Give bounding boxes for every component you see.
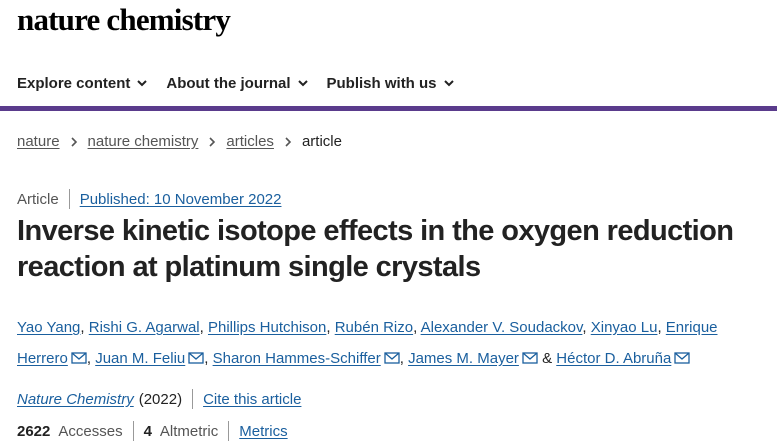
author-separator: ,	[326, 319, 335, 336]
email-icon[interactable]	[71, 352, 87, 364]
accesses-label: Accesses	[58, 422, 123, 440]
accesses-count: 2622	[17, 422, 51, 440]
email-icon[interactable]	[188, 352, 204, 364]
author-separator: &	[537, 350, 557, 367]
chevron-right-icon	[209, 136, 216, 147]
nav-item-label: About the journal	[166, 74, 291, 92]
author-link[interactable]: Yao Yang	[17, 319, 81, 336]
breadcrumb-nature-chemistry[interactable]: nature chemistry	[87, 133, 199, 150]
chevron-down-icon	[137, 80, 148, 87]
journal-link[interactable]: Nature Chemistry	[17, 390, 134, 408]
author-link[interactable]: Rubén Rizo	[334, 319, 414, 336]
article-metrics: 2622 Accesses 4 Altmetric Metrics	[17, 421, 288, 441]
author-separator: ,	[399, 350, 409, 367]
nav-explore-content[interactable]: Explore content	[17, 74, 148, 92]
article-meta: Article Published: 10 November 2022	[17, 189, 281, 209]
cite-this-article-link[interactable]: Cite this article	[203, 390, 302, 408]
published-date-link[interactable]: Published: 10 November 2022	[79, 190, 282, 208]
email-icon[interactable]	[674, 352, 690, 364]
author-separator: ,	[86, 350, 96, 367]
divider	[228, 421, 230, 441]
nav-divider	[0, 106, 777, 111]
metrics-link[interactable]: Metrics	[239, 422, 288, 440]
article-type: Article	[17, 190, 59, 208]
author-link[interactable]: Rishi G. Agarwal	[88, 319, 200, 336]
chevron-down-icon	[443, 80, 454, 87]
nav-about-journal[interactable]: About the journal	[166, 74, 308, 92]
email-icon[interactable]	[384, 352, 400, 364]
author-link[interactable]: Héctor D. Abruña	[556, 350, 672, 367]
divider	[68, 189, 70, 209]
author-separator: ,	[582, 319, 591, 336]
article-year: (2022)	[138, 390, 183, 408]
breadcrumb: nature nature chemistry articles article	[17, 133, 342, 150]
main-nav: Explore content About the journal Publis…	[0, 62, 777, 104]
author-link[interactable]: Phillips Hutchison	[207, 319, 327, 336]
divider	[132, 421, 134, 441]
author-separator: ,	[657, 319, 666, 336]
author-separator: ,	[199, 319, 208, 336]
author-separator: ,	[413, 319, 421, 336]
author-separator: ,	[80, 319, 89, 336]
breadcrumb-current: article	[301, 133, 342, 150]
journal-logo[interactable]: nature chemistry	[17, 2, 231, 37]
altmetric-count: 4	[143, 422, 152, 440]
article-title: Inverse kinetic isotope effects in the o…	[17, 215, 734, 283]
author-link[interactable]: James M. Mayer	[408, 350, 519, 367]
chevron-right-icon	[285, 136, 292, 147]
nav-item-label: Explore content	[17, 74, 131, 92]
author-link[interactable]: Enrique Herrero	[17, 319, 718, 367]
chevron-right-icon	[70, 136, 77, 147]
author-link[interactable]: Xinyao Lu	[590, 319, 658, 336]
author-separator: ,	[204, 350, 213, 367]
email-icon[interactable]	[522, 352, 538, 364]
citation-line: Nature Chemistry (2022) Cite this articl…	[17, 389, 301, 409]
author-link[interactable]: Juan M. Feliu	[95, 350, 186, 367]
divider	[192, 389, 194, 409]
nav-publish-with-us[interactable]: Publish with us	[327, 75, 454, 92]
breadcrumb-nature[interactable]: nature	[17, 133, 60, 150]
nav-item-label: Publish with us	[326, 74, 437, 92]
breadcrumb-articles[interactable]: articles	[226, 133, 274, 150]
author-link[interactable]: Alexander V. Soudackov	[420, 319, 583, 336]
chevron-down-icon	[297, 80, 308, 87]
author-list: Yao Yang, Rishi G. Agarwal, Phillips Hut…	[17, 312, 772, 374]
author-link[interactable]: Sharon Hammes-Schiffer	[212, 350, 381, 367]
altmetric-label: Altmetric	[159, 422, 219, 440]
